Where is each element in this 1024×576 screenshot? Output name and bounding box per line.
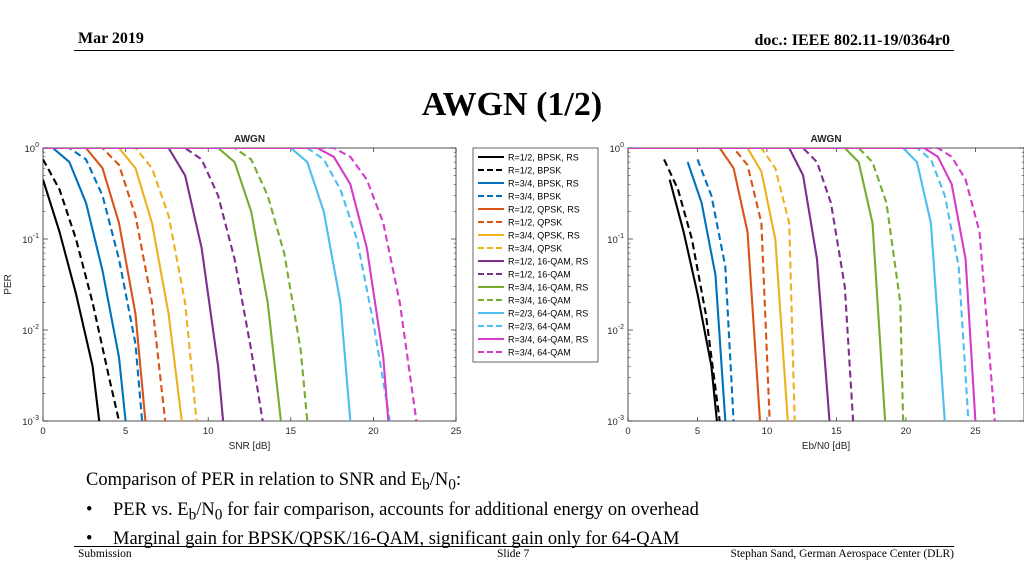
footer-slide-number: Slide 7 xyxy=(497,548,530,560)
slide-title: AWGN (1/2) xyxy=(421,86,603,123)
x-tick-label: 25 xyxy=(451,426,462,437)
series-line-8 xyxy=(43,148,198,421)
series-line-14 xyxy=(43,148,391,421)
y-tick-label: 10-1 xyxy=(22,233,39,246)
x-tick-label: 15 xyxy=(286,426,297,437)
caption: Comparison of PER in relation to SNR and… xyxy=(86,468,699,551)
series-line-7 xyxy=(43,148,183,421)
x-axis-label: Eb/N0 [dB] xyxy=(802,441,851,452)
series-line-3 xyxy=(686,161,727,421)
chart-awgn-ebn0: AWGN 0 5 10 15 20 25 100 10-1 10-2 10-3 Eb/N0 [dB] xyxy=(607,134,1024,452)
legend-label: R=1/2, 16-QAM, RS xyxy=(508,257,588,267)
series-line-7 xyxy=(628,148,789,421)
x-axis-label: SNR [dB] xyxy=(229,441,271,452)
series-line-10 xyxy=(628,148,855,421)
x-tick-label: 5 xyxy=(695,426,700,437)
x-tick-label: 10 xyxy=(203,426,214,437)
footer-divider xyxy=(74,546,954,547)
series-line-1 xyxy=(43,179,101,421)
x-tick-label: 0 xyxy=(625,426,630,437)
series-line-13 xyxy=(43,148,352,421)
caption-intro: Comparison of PER in relation to SNR and… xyxy=(86,470,462,494)
legend-label: R=3/4, QPSK, RS xyxy=(508,231,580,241)
chart-title: AWGN xyxy=(810,134,841,145)
footer-author: Stephan Sand, German Aerospace Center (D… xyxy=(730,548,954,560)
series-line-11 xyxy=(43,148,282,421)
caption-bullet-1: • PER vs. Eb/N0 for fair comparison, acco… xyxy=(86,499,699,524)
header-date: Mar 2019 xyxy=(78,30,144,47)
legend-label: R=3/4, 64-QAM xyxy=(508,348,571,358)
legend-label: R=1/2, QPSK xyxy=(508,218,562,228)
series-group xyxy=(43,148,418,421)
legend-label: R=3/4, BPSK, RS xyxy=(508,179,579,189)
series-line-13 xyxy=(628,148,946,421)
series-line-3 xyxy=(43,148,127,421)
series-line-14 xyxy=(628,148,970,421)
y-tick-label: 10-2 xyxy=(22,324,39,337)
x-tick-label: 10 xyxy=(762,426,773,437)
legend-label: R=1/2, BPSK, RS xyxy=(508,153,579,163)
series-line-1 xyxy=(668,179,718,421)
legend-label: R=3/4, BPSK xyxy=(508,192,561,202)
y-tick-label: 10-1 xyxy=(607,233,624,246)
series-line-2 xyxy=(663,158,721,421)
x-tick-label: 5 xyxy=(123,426,128,437)
x-tick-label: 15 xyxy=(831,426,842,437)
series-line-4 xyxy=(696,159,735,421)
series-line-8 xyxy=(628,148,796,421)
legend-label: R=1/2, 16-QAM xyxy=(508,270,571,280)
series-line-15 xyxy=(43,148,390,421)
series-line-16 xyxy=(43,148,418,421)
legend-label: R=3/4, 64-QAM, RS xyxy=(508,335,588,345)
header-divider xyxy=(74,50,954,51)
series-line-11 xyxy=(628,148,887,421)
series-line-5 xyxy=(628,148,762,421)
series-line-12 xyxy=(628,148,905,421)
y-tick-label: 100 xyxy=(610,142,625,155)
chart-title: AWGN xyxy=(234,134,265,145)
series-group xyxy=(628,148,996,421)
series-line-12 xyxy=(43,148,309,421)
legend-label: R=1/2, BPSK xyxy=(508,166,561,176)
y-axis-label: PER xyxy=(3,274,14,295)
legend-label: R=3/4, 16-QAM xyxy=(508,296,571,306)
plot-area xyxy=(42,147,457,422)
y-tick-label: 10-2 xyxy=(607,324,624,337)
x-tick-label: 25 xyxy=(970,426,981,437)
x-tick-label: 20 xyxy=(368,426,379,437)
legend-label: R=1/2, QPSK, RS xyxy=(508,205,580,215)
x-tick-label: 0 xyxy=(40,426,45,437)
series-line-5 xyxy=(43,148,147,421)
x-tick-label: 20 xyxy=(901,426,912,437)
series-line-9 xyxy=(43,148,225,421)
header-doc-id: doc.: IEEE 802.11-19/0364r0 xyxy=(754,32,950,49)
series-line-9 xyxy=(628,148,831,421)
legend-label: R=2/3, 64-QAM, RS xyxy=(508,309,588,319)
legend-label: R=3/4, QPSK xyxy=(508,244,562,254)
footer-submission: Submission xyxy=(78,548,132,560)
legend-label: R=2/3, 64-QAM xyxy=(508,322,571,332)
y-tick-label: 10-3 xyxy=(22,415,39,428)
series-line-6 xyxy=(628,148,771,421)
chart-awgn-snr: AWGN 0 5 10 15 20 25 100 10-1 10-2 10-3 SNR [dB] PER… xyxy=(3,134,599,452)
legend-label: R=3/4, 16-QAM, RS xyxy=(508,283,588,293)
y-tick-label: 10-3 xyxy=(607,415,624,428)
series-line-10 xyxy=(43,148,264,421)
series-line-2 xyxy=(43,158,121,421)
series-line-6 xyxy=(43,148,167,421)
series-line-15 xyxy=(628,148,977,421)
y-tick-label: 100 xyxy=(25,142,40,155)
caption-bullet-2: • Marginal gain for BPSK/QPSK/16-QAM, sig… xyxy=(86,529,680,550)
